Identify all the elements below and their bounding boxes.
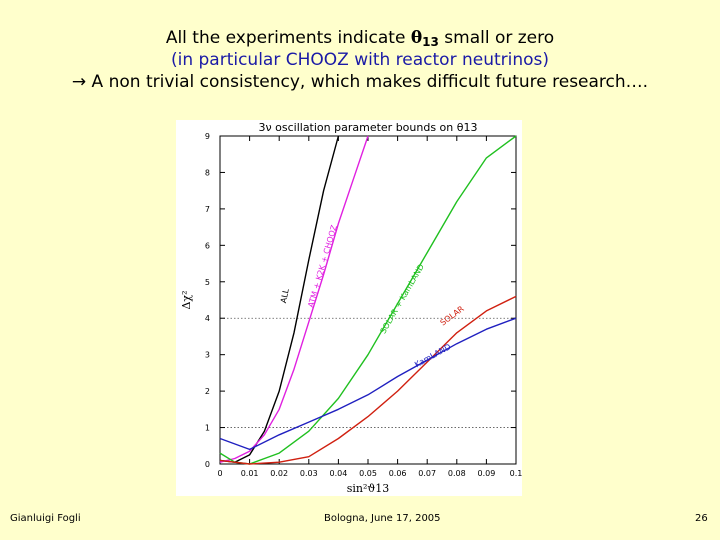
x-tick-label: 0.01 (241, 469, 259, 478)
y-tick-label: 7 (205, 205, 210, 214)
arrow-icon: → (71, 72, 87, 92)
x-tick-label: 0.09 (477, 469, 495, 478)
footer-event: Bologna, June 17, 2005 (324, 513, 441, 524)
series-line-kamland (219, 317, 517, 451)
series-line-all (219, 135, 340, 463)
footer-author: Gianluigi Fogli (10, 513, 81, 524)
series-label: ALL (279, 287, 291, 303)
x-tick-label: 0 (217, 469, 222, 478)
slide-title-line-1: All the experiments indicate θ13 small o… (165, 28, 555, 49)
series-line-solar (219, 295, 517, 465)
y-tick-label: 2 (205, 387, 210, 396)
y-tick-label: 5 (205, 278, 210, 287)
y-tick-label: 3 (205, 351, 210, 360)
x-tick-label: 0.08 (448, 469, 466, 478)
series-line-atm-k2k-chooz (219, 135, 369, 463)
y-tick-label: 4 (205, 314, 210, 323)
x-tick-label: 0.06 (389, 469, 407, 478)
chart-title: 3ν oscillation parameter bounds on θ13 (259, 121, 478, 134)
chi-square-plot: 3ν oscillation parameter bounds on θ13 0 1… (176, 120, 522, 496)
slide-title-line-2: (in particular CHOOZ with reactor neutri… (170, 50, 550, 70)
x-tick-label: 0.04 (329, 469, 347, 478)
y-tick-label: 9 (205, 132, 210, 141)
y-tick-label: 8 (205, 168, 210, 177)
theta-symbol: θ (410, 28, 423, 48)
x-tick-label: 0.07 (418, 469, 436, 478)
x-axis-label: sin²ϑ13 (347, 482, 390, 495)
slide-title-line-3: → A non trivial consistency, which makes… (71, 72, 649, 92)
x-tick-label: 0.02 (270, 469, 288, 478)
y-tick-label: 0 (205, 460, 210, 469)
y-tick-label: 6 (205, 241, 210, 250)
footer-page-number: 26 (695, 513, 708, 524)
y-tick-label: 1 (205, 424, 210, 433)
x-tick-label: 0.03 (300, 469, 318, 478)
x-tick-label: 0.1 (510, 469, 522, 478)
y-axis-label: Δχ² (180, 290, 193, 309)
x-tick-label: 0.05 (359, 469, 377, 478)
